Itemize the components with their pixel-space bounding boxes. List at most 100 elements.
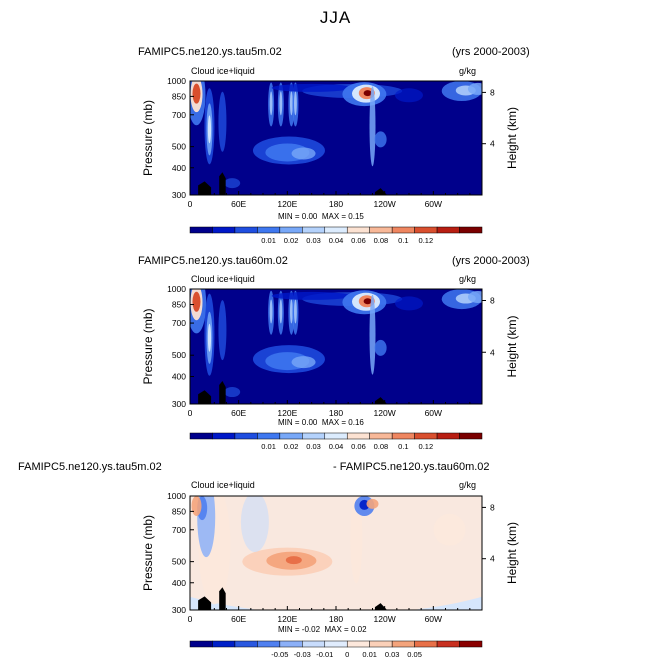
- y-tick-label: 300: [172, 190, 186, 200]
- topography: [374, 603, 387, 610]
- y-tick-label: 500: [172, 142, 186, 152]
- colorbar-swatch: [346, 640, 370, 648]
- colorbar-label: 0.06: [351, 236, 366, 245]
- colorbar-swatch: [459, 640, 483, 648]
- cloud-feature: [271, 83, 352, 92]
- y-tick-label: 300: [172, 399, 186, 409]
- colorbar-swatch: [257, 432, 281, 440]
- cloud-feature: [224, 387, 241, 398]
- y-tick-label: 400: [172, 163, 186, 173]
- cloud-feature: [224, 178, 241, 189]
- topography: [198, 181, 212, 195]
- diff-feature: [285, 556, 302, 565]
- y-tick-label: 500: [172, 557, 186, 567]
- colorbar-swatch: [212, 640, 236, 648]
- max-label: MAX =: [321, 212, 347, 221]
- x-tick-label: 60E: [231, 408, 246, 418]
- y-tick-label: 1000: [167, 491, 186, 501]
- cloud-feature: [279, 299, 283, 324]
- colorbar-swatch: [234, 226, 258, 234]
- colorbar-swatch: [436, 432, 460, 440]
- panel2-variable: Cloud ice+liquid: [191, 274, 255, 284]
- colorbar-swatch: [212, 226, 236, 234]
- colorbar-label: -0.03: [294, 650, 311, 659]
- colorbar-swatch: [369, 226, 393, 234]
- x-tick-label: 60E: [231, 199, 246, 209]
- panel3-diff-name: - FAMIPC5.ne120.ys.tau60m.02: [333, 461, 490, 473]
- y2-tick-label: 8: [490, 296, 495, 306]
- colorbar-swatch: [257, 640, 281, 648]
- page-title: JJA: [319, 8, 352, 27]
- x-tick-label: 120E: [277, 199, 297, 209]
- y2-axis-title: Height (km): [505, 522, 519, 584]
- panel1-units: g/kg: [459, 66, 477, 76]
- y2-tick-label: 8: [490, 87, 495, 97]
- colorbar-swatch: [324, 226, 348, 234]
- colorbar-label: 0: [345, 650, 349, 659]
- cloud-feature: [289, 299, 293, 324]
- topography: [219, 172, 226, 195]
- colorbar-label: 0.02: [284, 442, 299, 451]
- y-axis-title: Pressure (mb): [141, 515, 155, 591]
- colorbar-swatch: [189, 226, 213, 234]
- colorbar-swatch: [436, 640, 460, 648]
- x-tick-label: 120E: [277, 614, 297, 624]
- x-tick-label: 180: [329, 614, 343, 624]
- colorbar-swatch: [391, 640, 415, 648]
- min-label: MIN =: [278, 212, 300, 221]
- cloud-feature: [467, 290, 482, 303]
- panel1-minmax: MIN = 0.00 MAX = 0.15: [278, 212, 364, 221]
- topography: [219, 381, 226, 404]
- max-value: 0.15: [348, 212, 364, 221]
- colorbar-label: 0.12: [419, 442, 434, 451]
- y2-tick-label: 4: [490, 139, 495, 149]
- colorbar-swatch: [414, 432, 438, 440]
- panel3-variable: Cloud ice+liquid: [191, 480, 255, 490]
- colorbar-label: 0.01: [261, 236, 276, 245]
- y2-axis-title: Height (km): [505, 107, 519, 169]
- cloud-feature: [271, 291, 352, 300]
- y-tick-label: 400: [172, 372, 186, 382]
- field-layer: [190, 496, 482, 610]
- cloud-feature: [291, 356, 316, 369]
- diff-feature: [350, 496, 363, 584]
- colorbar-label: 0.01: [261, 442, 276, 451]
- colorbar-label: -0.05: [271, 650, 288, 659]
- panel2-units: g/kg: [459, 274, 477, 284]
- colorbar-swatch: [234, 640, 258, 648]
- y2-tick-label: 4: [490, 554, 495, 564]
- panel1-case-name: FAMIPC5.ne120.ys.tau5m.02: [138, 46, 282, 58]
- x-tick-label: 0: [188, 199, 193, 209]
- field-layer: [190, 289, 482, 404]
- cloud-feature: [269, 299, 273, 324]
- x-tick-label: 60W: [425, 614, 442, 624]
- panel2-case-name: FAMIPC5.ne120.ys.tau60m.02: [138, 255, 288, 267]
- cloud-feature: [374, 131, 387, 148]
- colorbar-label: 0.04: [329, 236, 344, 245]
- colorbar-swatch: [324, 640, 348, 648]
- cloud-feature: [294, 299, 297, 324]
- colorbar-label: 0.06: [351, 442, 366, 451]
- x-tick-label: 120W: [374, 408, 396, 418]
- colorbar-label: 0.12: [419, 236, 434, 245]
- colorbar-swatch: [459, 226, 483, 234]
- colorbar-swatch: [302, 640, 326, 648]
- cloud-feature: [363, 298, 372, 305]
- colorbar-label: 0.03: [306, 442, 321, 451]
- colorbar-swatch: [302, 226, 326, 234]
- colorbar-swatch: [302, 432, 326, 440]
- colorbar-label: 0.05: [407, 650, 422, 659]
- max-label: MAX =: [324, 625, 349, 634]
- cloud-feature: [374, 339, 387, 356]
- panel2-minmax: MIN = 0.00 MAX = 0.16: [278, 418, 364, 427]
- panel3-units: g/kg: [459, 480, 477, 490]
- y-tick-label: 850: [172, 91, 186, 101]
- y-tick-label: 700: [172, 318, 186, 328]
- y-tick-label: 400: [172, 578, 186, 588]
- min-label: MIN =: [278, 418, 300, 427]
- colorbar-swatch: [212, 432, 236, 440]
- cloud-feature: [363, 90, 372, 97]
- colorbar-label: -0.01: [316, 650, 333, 659]
- y-axis-title: Pressure (mb): [141, 308, 155, 384]
- diff-feature: [240, 496, 269, 552]
